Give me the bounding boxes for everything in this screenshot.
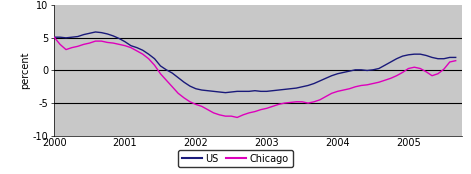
Y-axis label: percent: percent: [20, 52, 30, 89]
Legend: US, Chicago: US, Chicago: [178, 150, 293, 167]
